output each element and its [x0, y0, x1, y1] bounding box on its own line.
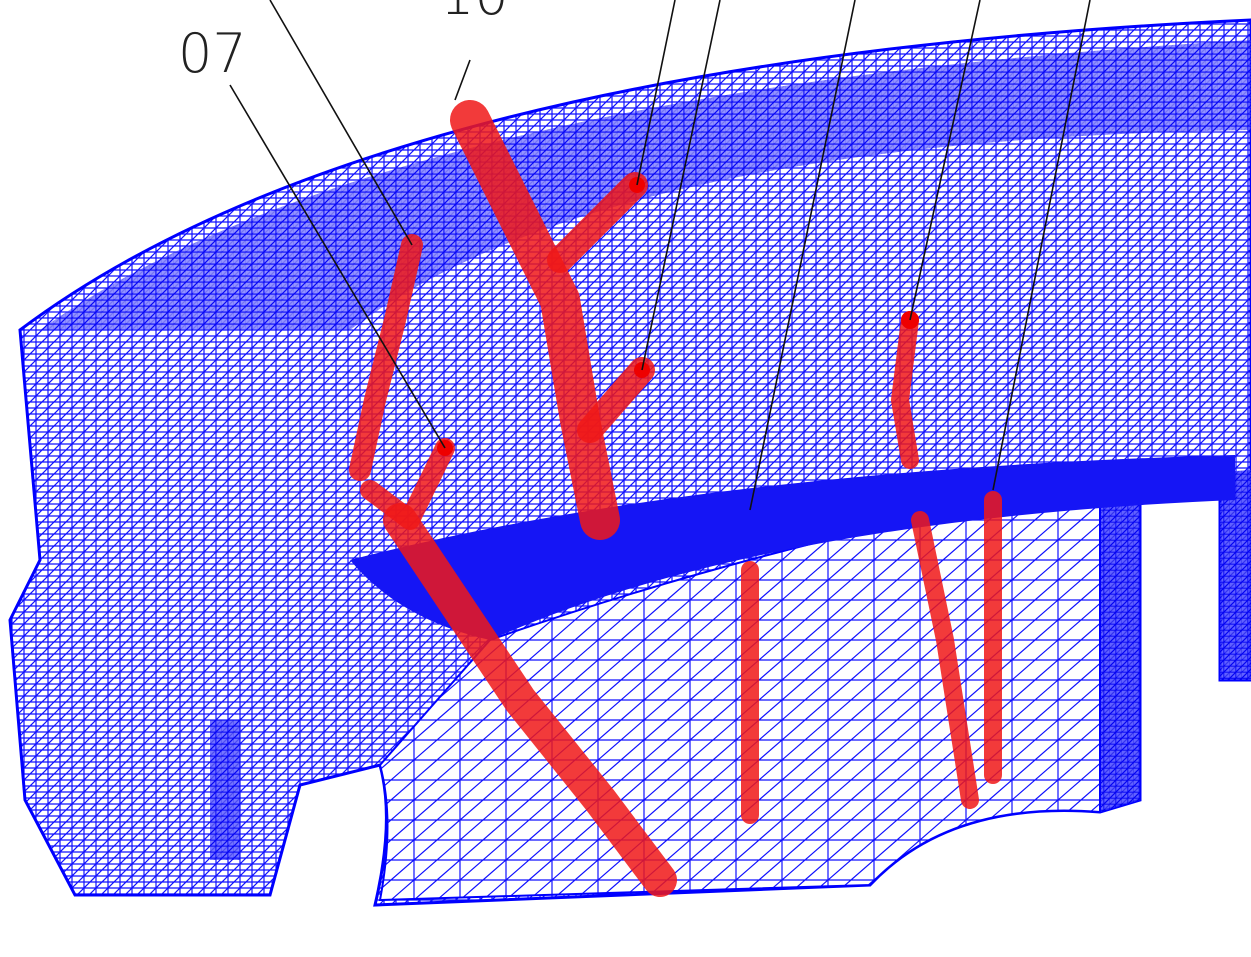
red-channels	[349, 100, 1002, 897]
leader-lines	[229, 0, 1091, 511]
label: 07	[178, 22, 247, 85]
label: 10	[440, 0, 509, 27]
mesh-body	[8, 18, 1251, 907]
